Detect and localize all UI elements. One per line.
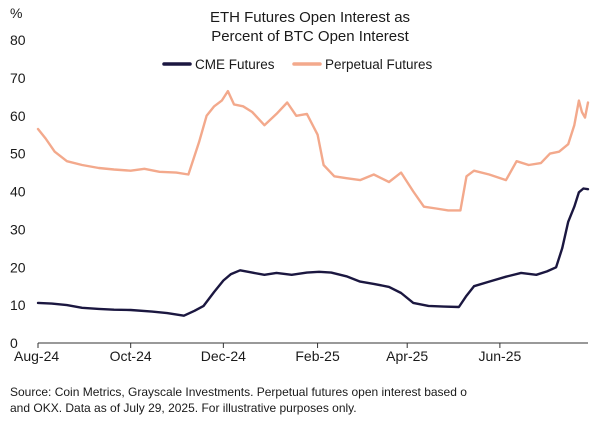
y-axis: 0 10 20 30 40 50 60 70 80 (10, 32, 26, 351)
y-tick-label: 30 (10, 221, 26, 237)
y-tick-label: 0 (10, 335, 18, 351)
source-line-2: and OKX. Data as of July 29, 2025. For i… (10, 401, 357, 415)
chart-subtitle: Percent of BTC Open Interest (211, 28, 409, 45)
x-tick-label: Aug-24 (14, 348, 59, 364)
chart-title: ETH Futures Open Interest as (210, 9, 410, 26)
y-axis-unit: % (10, 5, 22, 21)
source-note: Source: Coin Metrics, Grayscale Investme… (10, 384, 480, 416)
source-line-1: Source: Coin Metrics, Grayscale Investme… (10, 385, 467, 399)
legend-label-cme: CME Futures (195, 57, 275, 72)
x-tick-label: Dec-24 (201, 348, 246, 364)
y-tick-label: 10 (10, 297, 26, 313)
series-line-perpetual (36, 89, 590, 212)
x-tick-label: Oct-24 (110, 348, 152, 364)
legend-label-perpetual: Perpetual Futures (325, 57, 433, 72)
y-tick-label: 20 (10, 259, 26, 275)
y-tick-label: 40 (10, 184, 26, 200)
y-tick-label: 60 (10, 108, 26, 124)
series-group (36, 89, 590, 317)
y-tick-label: 70 (10, 70, 26, 86)
x-tick-label: Feb-25 (295, 348, 340, 364)
x-tick-label: Apr-25 (386, 348, 428, 364)
y-tick-label: 50 (10, 146, 26, 162)
x-axis: Aug-24 Oct-24 Dec-24 Feb-25 Apr-25 Jun-25 (14, 343, 521, 364)
x-tick-label: Jun-25 (478, 348, 521, 364)
y-tick-label: 80 (10, 32, 26, 48)
legend: CME Futures Perpetual Futures (162, 57, 433, 72)
series-line-cme (36, 187, 590, 317)
